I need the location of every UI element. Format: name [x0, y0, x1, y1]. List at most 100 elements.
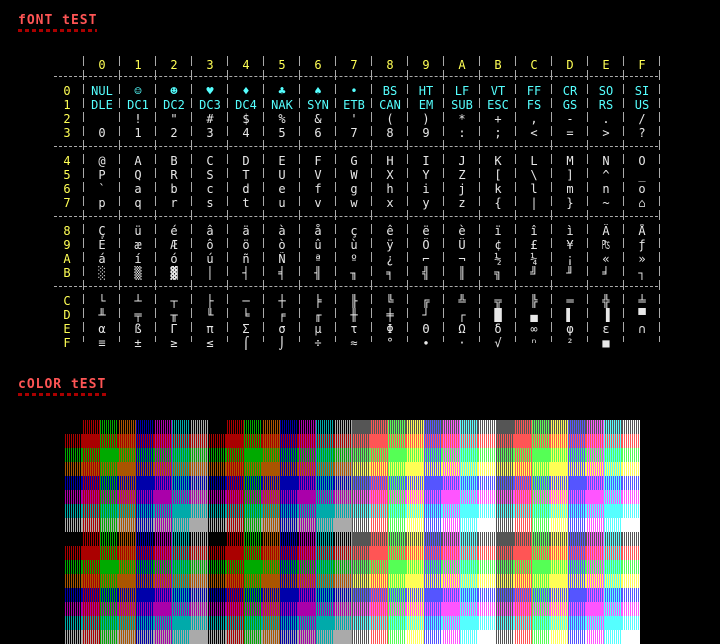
char-cell-3F: ? — [638, 126, 646, 140]
char-cell-E5: σ — [278, 322, 286, 336]
row-separator — [54, 146, 658, 147]
color-swatch — [262, 490, 280, 504]
char-cell-6E: n — [602, 182, 610, 196]
color-swatch — [406, 462, 424, 476]
color-test-grid — [64, 420, 640, 644]
color-swatch — [532, 532, 550, 546]
char-cell-A1: í — [134, 252, 142, 266]
color-swatch — [64, 434, 82, 448]
color-swatch — [172, 532, 190, 546]
char-cell-EB: δ — [494, 322, 502, 336]
color-swatch — [424, 476, 442, 490]
color-swatch — [478, 532, 496, 546]
color-swatch — [208, 476, 226, 490]
color-swatch — [100, 434, 118, 448]
color-swatch — [586, 476, 604, 490]
color-swatch — [100, 462, 118, 476]
color-swatch — [190, 448, 208, 462]
color-swatch — [136, 518, 154, 532]
char-cell-82: é — [170, 224, 178, 238]
char-cell-63: c — [206, 182, 214, 196]
color-swatch — [550, 504, 568, 518]
color-swatch — [550, 574, 568, 588]
color-swatch — [622, 630, 640, 644]
char-cell-04: ♦ — [242, 84, 250, 98]
char-cell-4E: N — [602, 154, 610, 168]
color-swatch — [352, 448, 370, 462]
char-cell-3D: = — [566, 126, 574, 140]
char-cell-E7: τ — [350, 322, 358, 336]
color-swatch — [118, 462, 136, 476]
char-cell-EE: ε — [602, 322, 610, 336]
color-swatch — [82, 588, 100, 602]
color-swatch — [262, 462, 280, 476]
char-cell-5D: ] — [566, 168, 574, 182]
color-swatch — [190, 476, 208, 490]
column-separator — [587, 56, 588, 342]
color-swatch — [82, 532, 100, 546]
color-swatch — [388, 602, 406, 616]
color-swatch — [424, 504, 442, 518]
color-swatch — [64, 560, 82, 574]
color-swatch — [478, 560, 496, 574]
char-cell-55: U — [278, 168, 286, 182]
color-swatch — [424, 462, 442, 476]
char-cell-74: t — [242, 196, 250, 210]
color-swatch — [64, 616, 82, 630]
color-swatch — [496, 546, 514, 560]
color-swatch — [388, 448, 406, 462]
char-cell-36: 6 — [314, 126, 322, 140]
char-cell-8D: ì — [566, 224, 574, 238]
color-swatch — [496, 588, 514, 602]
color-swatch — [550, 434, 568, 448]
char-cell-6F: o — [638, 182, 646, 196]
color-swatch — [424, 630, 442, 644]
color-swatch — [190, 630, 208, 644]
color-swatch — [406, 602, 424, 616]
char-cell-4A: J — [458, 154, 466, 168]
color-swatch — [244, 630, 262, 644]
color-swatch — [280, 490, 298, 504]
color-swatch — [388, 504, 406, 518]
char-cell-05: ♣ — [278, 84, 286, 98]
char-cell-7B: { — [494, 196, 502, 210]
color-swatch — [622, 490, 640, 504]
color-swatch — [496, 518, 514, 532]
color-swatch — [496, 602, 514, 616]
column-header-0: 0 — [98, 58, 106, 72]
color-swatch — [496, 560, 514, 574]
color-swatch — [298, 476, 316, 490]
row-label-B: B — [63, 266, 71, 280]
column-separator — [443, 56, 444, 342]
char-cell-A3: ú — [206, 252, 214, 266]
char-cell-91: æ — [134, 238, 142, 252]
char-cell-7A: z — [458, 196, 466, 210]
char-cell-F3: ≤ — [206, 336, 214, 350]
color-swatch — [622, 462, 640, 476]
char-cell-97: ù — [350, 238, 358, 252]
char-cell-B5: ╡ — [278, 266, 286, 280]
color-swatch — [226, 518, 244, 532]
color-swatch — [388, 532, 406, 546]
color-swatch — [622, 420, 640, 434]
color-swatch — [334, 504, 352, 518]
char-cell-95: ò — [278, 238, 286, 252]
color-swatch — [352, 560, 370, 574]
color-swatch — [586, 630, 604, 644]
color-swatch — [442, 504, 460, 518]
color-swatch — [514, 574, 532, 588]
char-cell-8F: Å — [638, 224, 646, 238]
char-cell-B9: ╣ — [422, 266, 430, 280]
color-swatch — [154, 546, 172, 560]
char-cell-C2: ┬ — [170, 294, 178, 308]
color-swatch — [262, 630, 280, 644]
color-swatch — [208, 574, 226, 588]
color-swatch — [172, 476, 190, 490]
char-cell-AF: » — [638, 252, 646, 266]
color-swatch — [568, 490, 586, 504]
color-swatch — [100, 630, 118, 644]
color-swatch — [424, 420, 442, 434]
color-swatch — [604, 462, 622, 476]
char-cell-C6: ╞ — [314, 294, 322, 308]
color-swatch — [154, 574, 172, 588]
